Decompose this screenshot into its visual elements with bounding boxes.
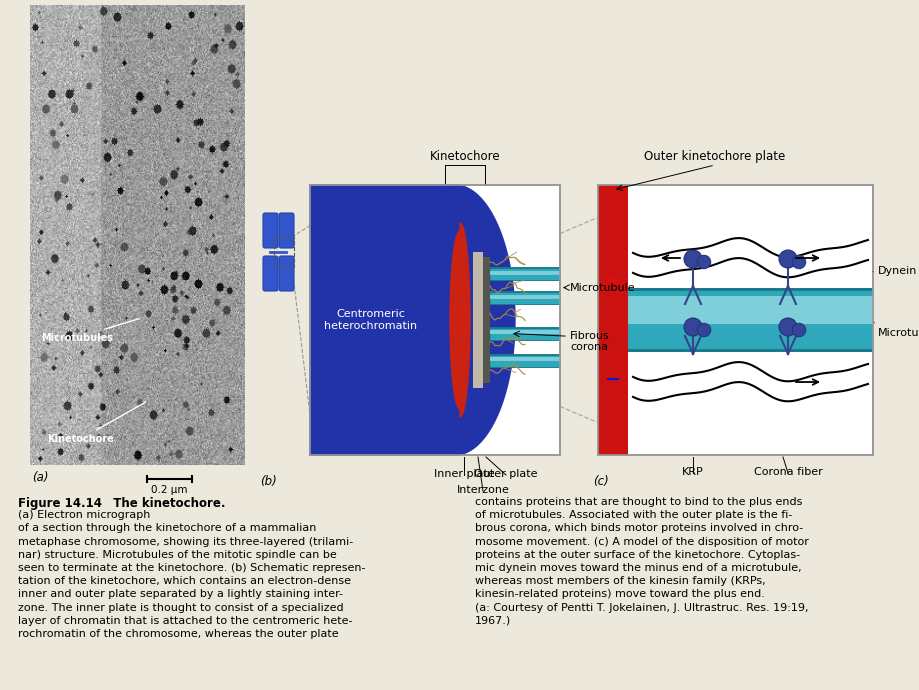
- Bar: [597, 185, 872, 455]
- Bar: [597, 185, 628, 455]
- Bar: [310, 185, 560, 455]
- Text: 1967.): 1967.): [474, 615, 511, 626]
- Bar: [628, 291, 872, 349]
- Text: Outer plate: Outer plate: [473, 469, 538, 479]
- Text: kinesin-related proteins) move toward the plus end.: kinesin-related proteins) move toward th…: [474, 589, 764, 600]
- Bar: [628, 288, 872, 352]
- Text: inner and outer plate separated by a lightly staining inter-: inner and outer plate separated by a lig…: [18, 589, 343, 600]
- Circle shape: [778, 250, 796, 268]
- Text: metaphase chromosome, showing its three-layered (trilami-: metaphase chromosome, showing its three-…: [18, 537, 353, 546]
- Bar: [310, 185, 455, 455]
- Bar: [597, 185, 872, 455]
- Text: (c): (c): [593, 475, 608, 488]
- Text: +: +: [604, 272, 620, 291]
- Circle shape: [791, 323, 805, 337]
- Text: (a): (a): [32, 471, 49, 484]
- Polygon shape: [449, 223, 470, 417]
- Text: Microtub.: Microtub.: [877, 328, 919, 339]
- Text: −: −: [604, 370, 620, 389]
- Text: Inner plate: Inner plate: [433, 469, 494, 479]
- Text: Fibrous
corona: Fibrous corona: [570, 331, 609, 353]
- Text: Dynein: Dynein: [877, 266, 916, 277]
- Text: of microtubules. Associated with the outer plate is the fi-: of microtubules. Associated with the out…: [474, 510, 791, 520]
- Text: layer of chromatin that is attached to the centromeric hete-: layer of chromatin that is attached to t…: [18, 615, 352, 626]
- Circle shape: [697, 255, 710, 268]
- Text: Kinetochore: Kinetochore: [429, 150, 500, 163]
- Text: tation of the kinetochore, which contains an electron-dense: tation of the kinetochore, which contain…: [18, 576, 351, 586]
- FancyBboxPatch shape: [263, 213, 278, 248]
- Bar: [628, 296, 872, 324]
- Text: of a section through the kinetochore of a mammalian: of a section through the kinetochore of …: [18, 524, 316, 533]
- Text: Outer kinetochore plate: Outer kinetochore plate: [643, 150, 785, 163]
- Circle shape: [683, 250, 701, 268]
- FancyBboxPatch shape: [263, 256, 278, 291]
- Bar: [472, 252, 482, 388]
- Bar: [310, 185, 560, 455]
- Circle shape: [683, 318, 701, 336]
- Text: mosome movement. (c) A model of the disposition of motor: mosome movement. (c) A model of the disp…: [474, 537, 808, 546]
- Circle shape: [791, 255, 805, 268]
- Text: KRP: KRP: [681, 467, 703, 477]
- Text: seen to terminate at the kinetochore. (b) Schematic represen-: seen to terminate at the kinetochore. (b…: [18, 563, 365, 573]
- Text: rochromatin of the chromosome, whereas the outer plate: rochromatin of the chromosome, whereas t…: [18, 629, 338, 639]
- Text: Interzone: Interzone: [456, 485, 509, 495]
- Text: proteins at the outer surface of the kinetochore. Cytoplas-: proteins at the outer surface of the kin…: [474, 550, 800, 560]
- Text: 0.2 μm: 0.2 μm: [151, 485, 187, 495]
- Text: contains proteins that are thought to bind to the plus ends: contains proteins that are thought to bi…: [474, 497, 801, 507]
- FancyBboxPatch shape: [278, 256, 294, 291]
- Bar: [482, 257, 490, 383]
- Text: zone. The inner plate is thought to consist of a specialized: zone. The inner plate is thought to cons…: [18, 602, 344, 613]
- Text: Corona fiber: Corona fiber: [753, 467, 822, 477]
- Text: Microtubules: Microtubules: [40, 319, 139, 343]
- FancyBboxPatch shape: [278, 213, 294, 248]
- Text: whereas most members of the kinesin family (KRPs,: whereas most members of the kinesin fami…: [474, 576, 765, 586]
- Circle shape: [778, 318, 796, 336]
- Text: nar) structure. Microtubules of the mitotic spindle can be: nar) structure. Microtubules of the mito…: [18, 550, 336, 560]
- Bar: [274, 237, 294, 267]
- Text: brous corona, which binds motor proteins involved in chro-: brous corona, which binds motor proteins…: [474, 524, 802, 533]
- Text: mic dynein moves toward the minus end of a microtubule,: mic dynein moves toward the minus end of…: [474, 563, 800, 573]
- Text: Figure 14.14: Figure 14.14: [18, 497, 102, 510]
- Text: The kinetochore.: The kinetochore.: [105, 497, 225, 510]
- Text: Microtubule: Microtubule: [570, 283, 635, 293]
- Circle shape: [697, 323, 710, 337]
- Text: Centromeric
heterochromatin: Centromeric heterochromatin: [324, 309, 417, 331]
- Text: (b): (b): [260, 475, 277, 488]
- Polygon shape: [310, 185, 515, 455]
- Text: (a) Electron micrograph: (a) Electron micrograph: [18, 510, 150, 520]
- Text: (a: Courtesy of Pentti T. Jokelainen, J. Ultrastruc. Res. 19:19,: (a: Courtesy of Pentti T. Jokelainen, J.…: [474, 602, 808, 613]
- Text: Kinetochore: Kinetochore: [47, 402, 146, 444]
